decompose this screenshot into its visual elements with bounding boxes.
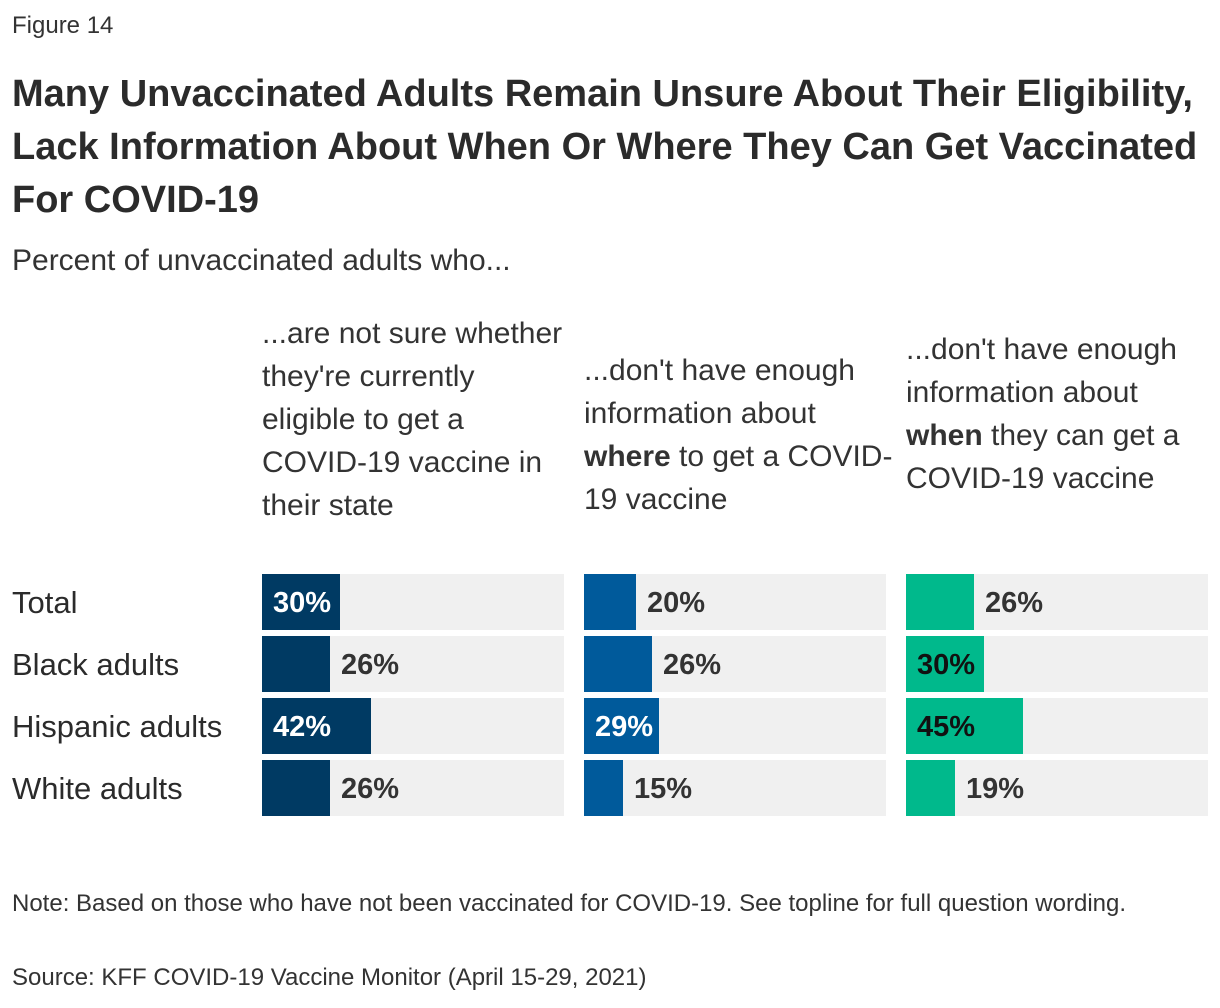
bar — [906, 636, 984, 692]
row-label-total: Total — [12, 585, 78, 620]
bar-track: 30% — [906, 636, 1208, 692]
column-header-when: ...don't have enough information about w… — [906, 328, 1216, 500]
bar-track: 30% — [262, 574, 564, 630]
data-label: 30% — [917, 649, 976, 681]
bar-track: 19% — [906, 760, 1208, 816]
data-label: 30% — [273, 587, 332, 619]
row-label-black-adults: Black adults — [12, 647, 180, 682]
column-header-where: ...don't have enough information about w… — [584, 349, 894, 521]
data-label: 26% — [341, 649, 400, 681]
bar — [906, 574, 974, 630]
bar-track: 15% — [584, 760, 886, 816]
bar — [262, 574, 340, 630]
column-header-text: ...are not sure whether they're currentl… — [262, 317, 563, 522]
bar — [584, 698, 659, 754]
bar — [584, 574, 636, 630]
bar-track: 26% — [262, 636, 564, 692]
chart-note: Note: Based on those who have not been v… — [12, 890, 1127, 917]
chart-title: Many Unvaccinated Adults Remain Unsure A… — [12, 73, 1198, 221]
column-header-text: ...don't have enough information about — [584, 354, 855, 430]
bar — [262, 760, 330, 816]
bar-track: 45% — [906, 698, 1208, 754]
bar-track: 26% — [584, 636, 886, 692]
column-header-emphasis: when — [906, 419, 983, 452]
bar-track: 20% — [584, 574, 886, 630]
data-label: 15% — [634, 773, 693, 805]
column-header-text: to get a COVID-19 vaccine — [584, 440, 893, 516]
row-label-white-adults: White adults — [12, 771, 183, 806]
chart-subtitle: Percent of unvaccinated adults who... — [12, 244, 511, 277]
bar — [262, 636, 330, 692]
bar — [584, 760, 623, 816]
bar-track: 26% — [906, 574, 1208, 630]
chart-source: Source: KFF COVID-19 Vaccine Monitor (Ap… — [12, 964, 647, 991]
bar — [262, 698, 371, 754]
figure-label: Figure 14 — [12, 12, 114, 39]
row-label-hispanic-adults: Hispanic adults — [12, 709, 223, 744]
data-label: 45% — [917, 711, 976, 743]
data-label: 29% — [595, 711, 654, 743]
bar — [906, 698, 1023, 754]
bar-track: 42% — [262, 698, 564, 754]
column-header-emphasis: where — [584, 440, 671, 473]
data-label: 26% — [663, 649, 722, 681]
data-label: 42% — [273, 711, 332, 743]
data-label: 26% — [341, 773, 400, 805]
column-header-text: ...don't have enough information about — [906, 333, 1177, 409]
bar-track: 29% — [584, 698, 886, 754]
bar-track: 26% — [262, 760, 564, 816]
bar — [584, 636, 652, 692]
column-header-eligibility: ...are not sure whether they're currentl… — [262, 312, 572, 527]
bar — [906, 760, 955, 816]
data-label: 26% — [985, 587, 1044, 619]
column-header-text: they can get a COVID-19 vaccine — [906, 419, 1180, 495]
data-label: 19% — [966, 773, 1025, 805]
data-label: 20% — [647, 587, 706, 619]
